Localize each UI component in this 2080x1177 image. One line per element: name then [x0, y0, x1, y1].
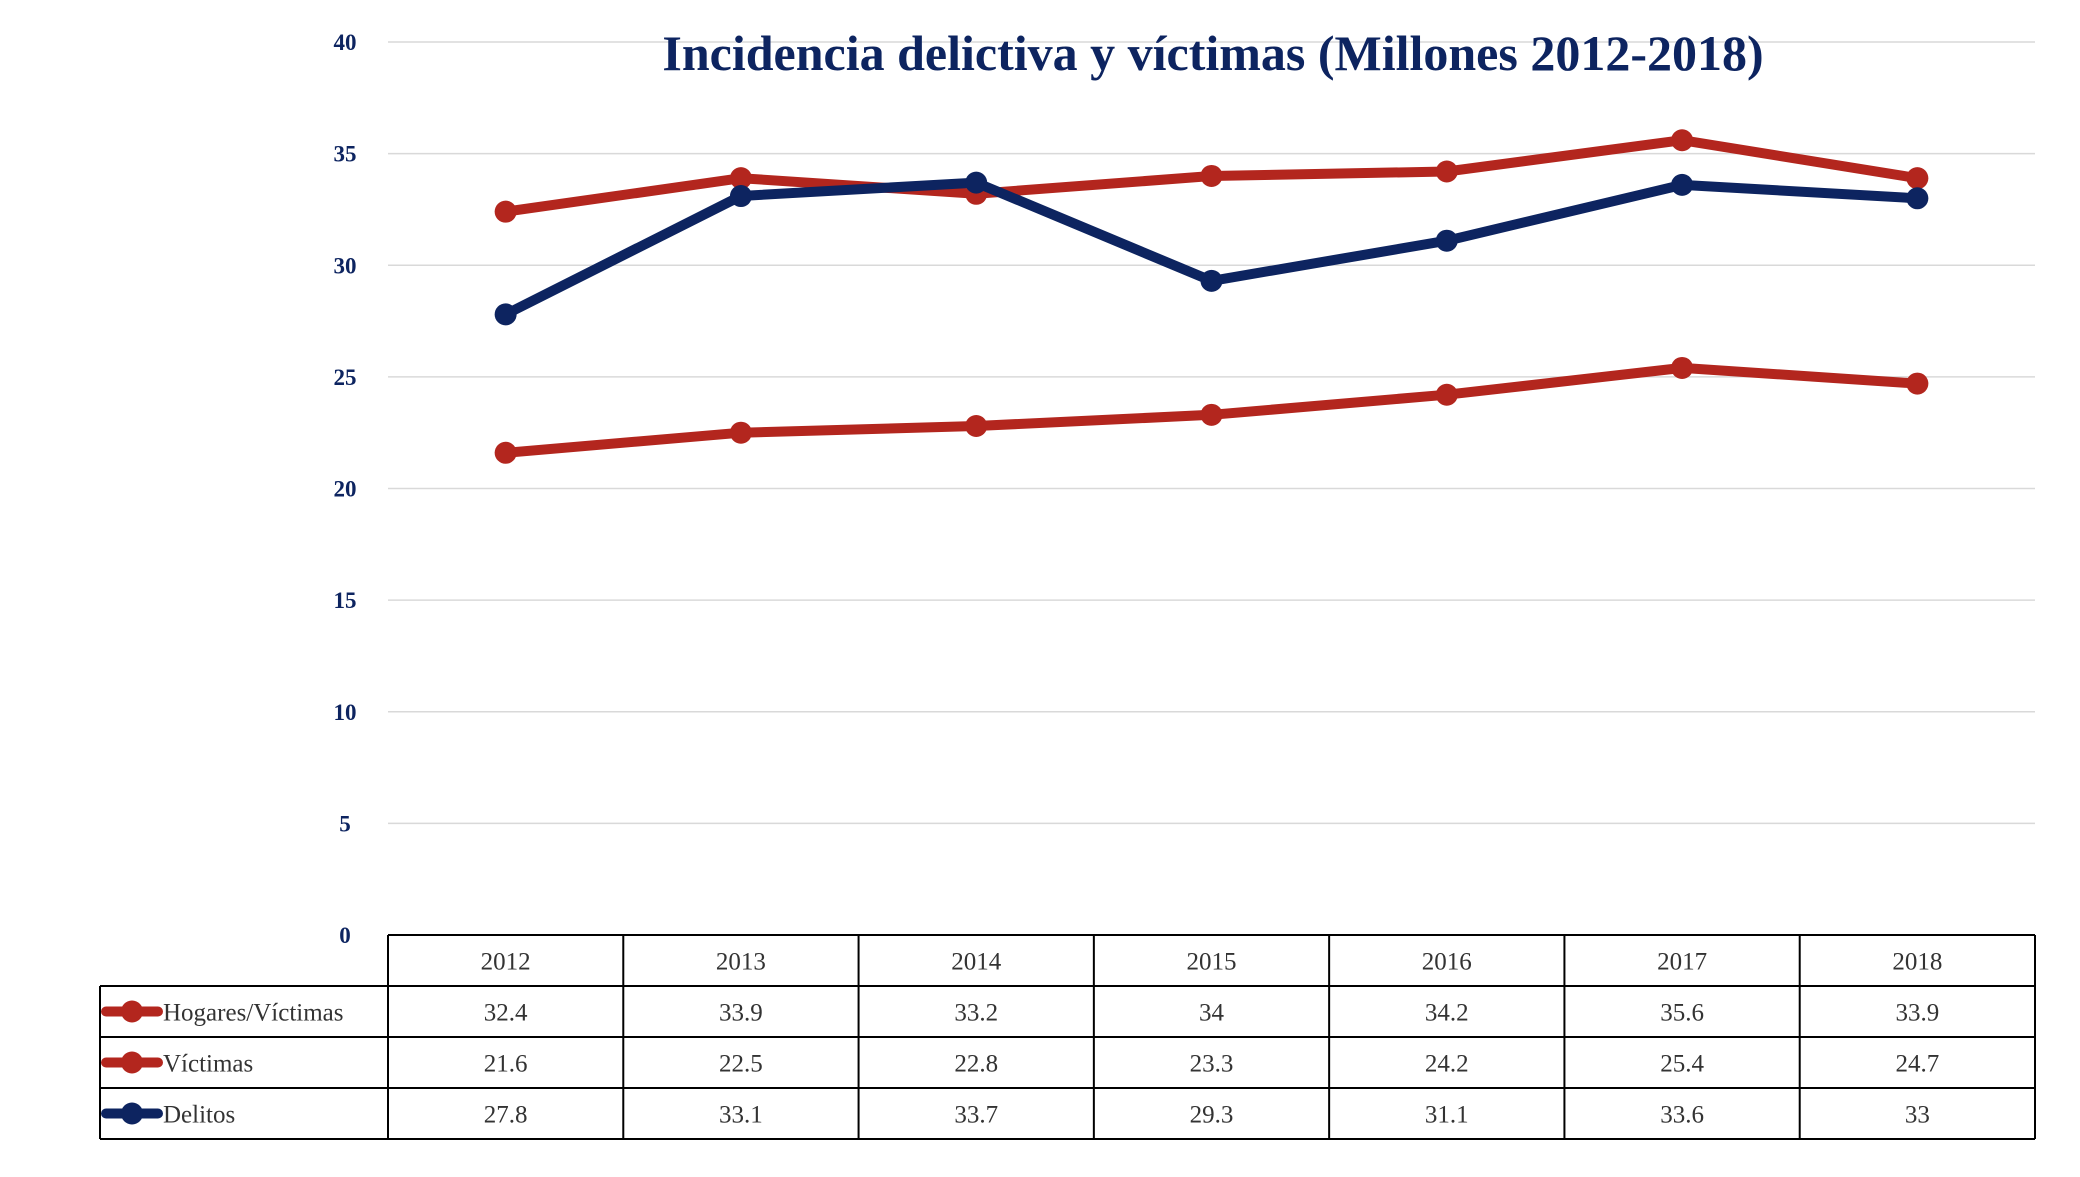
y-tick-label: 40	[334, 30, 357, 55]
legend-key-marker	[121, 1051, 143, 1074]
data-point	[965, 414, 988, 437]
data-label: 33.6	[1660, 1102, 1704, 1129]
data-point	[494, 200, 517, 223]
y-tick-label: 5	[339, 811, 351, 836]
data-label: 33.7	[954, 1102, 998, 1129]
data-label: 25.4	[1660, 1051, 1704, 1078]
legend-label: Delitos	[163, 1102, 235, 1129]
data-label: 33.9	[1895, 1000, 1939, 1027]
data-point	[729, 185, 752, 208]
x-tick-label: 2018	[1892, 949, 1942, 976]
data-label: 33.2	[954, 1000, 998, 1027]
legend-key-marker	[121, 1000, 143, 1023]
y-tick-label: 15	[334, 588, 357, 613]
x-tick-label: 2017	[1657, 949, 1707, 976]
legend-label: Víctimas	[163, 1051, 253, 1078]
y-tick-label: 25	[334, 365, 357, 390]
y-tick-label: 35	[334, 142, 357, 167]
data-label: 22.8	[954, 1051, 998, 1078]
data-label: 33	[1905, 1102, 1930, 1129]
data-label: 32.4	[484, 1000, 528, 1027]
x-tick-label: 2015	[1187, 949, 1237, 976]
data-point	[1435, 160, 1458, 183]
data-point	[1906, 167, 1929, 190]
data-point	[494, 441, 517, 464]
data-point	[1200, 164, 1223, 187]
data-point	[1906, 187, 1929, 210]
series-line-3	[500, 177, 1923, 320]
data-label: 33.1	[719, 1102, 763, 1129]
data-label: 23.3	[1190, 1051, 1234, 1078]
x-tick-label: 2016	[1422, 949, 1472, 976]
data-point	[1671, 173, 1694, 196]
data-label: 34.2	[1425, 1000, 1469, 1027]
legend-key-marker	[121, 1102, 143, 1125]
data-label: 31.1	[1425, 1102, 1469, 1129]
data-label: 33.9	[719, 1000, 763, 1027]
data-label: 22.5	[719, 1051, 763, 1078]
chart-title: Incidencia delictiva y víctimas (Millone…	[662, 25, 1764, 81]
data-label: 27.8	[484, 1102, 528, 1129]
data-point	[1200, 269, 1223, 292]
data-point	[1200, 403, 1223, 426]
x-tick-label: 2014	[951, 949, 1002, 976]
data-point	[1671, 356, 1694, 379]
y-tick-label: 20	[334, 477, 357, 502]
data-label: 24.2	[1425, 1051, 1469, 1078]
data-label: 29.3	[1190, 1102, 1234, 1129]
data-point	[494, 303, 517, 326]
data-point	[729, 167, 752, 190]
y-tick-label: 30	[334, 253, 357, 278]
data-point	[729, 421, 752, 444]
data-label: 21.6	[484, 1051, 528, 1078]
y-tick-label: 10	[334, 700, 357, 725]
data-label: 24.7	[1895, 1051, 1939, 1078]
legend-label: Hogares/Víctimas	[163, 1000, 344, 1027]
x-tick-label: 2013	[716, 949, 766, 976]
data-point	[965, 171, 988, 194]
data-point	[1906, 372, 1929, 395]
data-label: 35.6	[1660, 1000, 1704, 1027]
data-point	[1671, 129, 1694, 152]
data-point	[1435, 383, 1458, 406]
data-point	[1435, 229, 1458, 252]
x-tick-label: 2012	[481, 949, 531, 976]
data-label: 34	[1199, 1000, 1225, 1027]
y-tick-label: 0	[339, 923, 351, 948]
